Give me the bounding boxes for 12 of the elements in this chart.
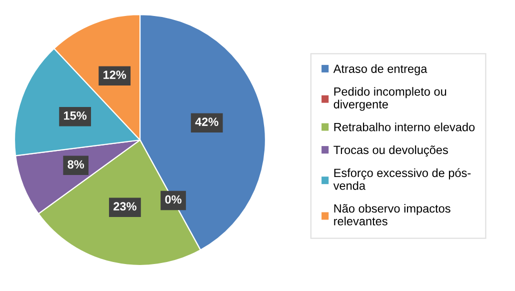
data-label: 23% <box>114 202 136 211</box>
legend-label: Trocas ou devoluções <box>334 145 448 156</box>
data-label: 8% <box>68 160 84 169</box>
legend-label: Esforço excessivo de pós- venda <box>333 168 471 190</box>
data-label: 42% <box>195 118 218 126</box>
legend-label: Retrabalho interno elevado <box>334 122 475 132</box>
text: 0% <box>165 195 182 204</box>
data-label: 12% <box>104 70 126 79</box>
data-label: 15% <box>64 111 87 120</box>
legend-label: Não observo impactos relevantes <box>334 204 450 226</box>
legend-label: Atraso de entrega <box>333 64 428 76</box>
legend-label: Pedido incompleto ou divergente <box>334 87 446 111</box>
